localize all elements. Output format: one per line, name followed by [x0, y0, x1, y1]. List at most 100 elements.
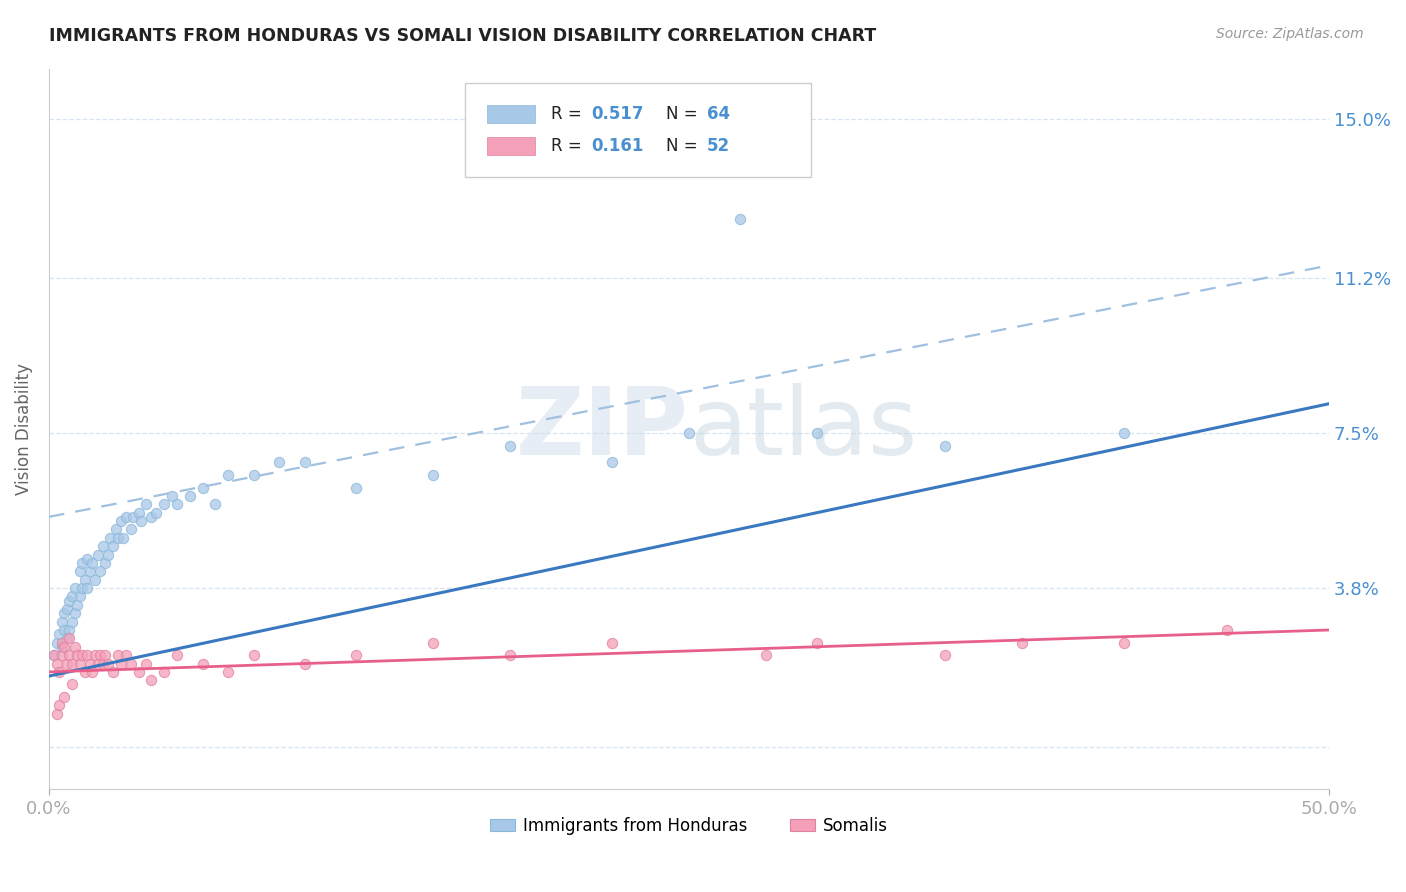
Point	[86, 657, 108, 671]
Point	[678, 425, 700, 440]
Point	[100, 531, 122, 545]
Point	[56, 602, 79, 616]
Point	[191, 481, 214, 495]
Point	[110, 514, 132, 528]
Point	[94, 556, 117, 570]
Point	[73, 573, 96, 587]
Point	[76, 648, 98, 662]
Point	[58, 632, 80, 646]
Point	[141, 673, 163, 688]
Point	[60, 657, 83, 671]
Point	[110, 657, 132, 671]
Point	[422, 635, 444, 649]
Point	[51, 640, 73, 654]
Point	[86, 548, 108, 562]
Point	[600, 455, 623, 469]
Point	[69, 590, 91, 604]
Point	[60, 590, 83, 604]
Text: R =: R =	[551, 136, 586, 154]
Text: atlas: atlas	[689, 383, 917, 475]
Point	[135, 497, 157, 511]
Point	[53, 640, 76, 654]
Point	[101, 539, 124, 553]
Point	[58, 593, 80, 607]
Point	[166, 648, 188, 662]
Point	[58, 648, 80, 662]
FancyBboxPatch shape	[486, 105, 536, 123]
Point	[499, 439, 522, 453]
Point	[94, 648, 117, 662]
Point	[53, 690, 76, 704]
Point	[89, 565, 111, 579]
Point	[42, 648, 65, 662]
FancyBboxPatch shape	[465, 83, 811, 177]
Text: N =: N =	[666, 136, 703, 154]
Point	[1011, 635, 1033, 649]
Point	[1215, 623, 1237, 637]
Point	[129, 514, 152, 528]
Point	[806, 425, 828, 440]
Point	[217, 665, 239, 679]
Point	[112, 531, 135, 545]
Point	[45, 706, 67, 721]
Point	[204, 497, 226, 511]
Point	[79, 657, 101, 671]
Point	[242, 648, 264, 662]
Point	[66, 648, 89, 662]
Point	[128, 506, 150, 520]
Point	[120, 523, 142, 537]
Point	[89, 648, 111, 662]
Point	[217, 467, 239, 482]
Point	[69, 657, 91, 671]
Point	[73, 665, 96, 679]
Point	[344, 648, 367, 662]
Point	[45, 635, 67, 649]
Point	[104, 523, 127, 537]
Text: IMMIGRANTS FROM HONDURAS VS SOMALI VISION DISABILITY CORRELATION CHART: IMMIGRANTS FROM HONDURAS VS SOMALI VISIO…	[49, 27, 876, 45]
Point	[53, 623, 76, 637]
Point	[294, 455, 316, 469]
Point	[97, 657, 120, 671]
Point	[72, 581, 94, 595]
Point	[91, 539, 114, 553]
Point	[60, 677, 83, 691]
Point	[53, 606, 76, 620]
Point	[82, 556, 104, 570]
Point	[84, 648, 107, 662]
Point	[76, 551, 98, 566]
Point	[72, 648, 94, 662]
Point	[48, 627, 70, 641]
Point	[63, 606, 86, 620]
Point	[79, 565, 101, 579]
Point	[63, 581, 86, 595]
Point	[600, 635, 623, 649]
Point	[499, 648, 522, 662]
Legend: Immigrants from Honduras, Somalis: Immigrants from Honduras, Somalis	[491, 817, 887, 835]
Point	[48, 665, 70, 679]
Point	[56, 657, 79, 671]
FancyBboxPatch shape	[486, 136, 536, 154]
Point	[51, 635, 73, 649]
Point	[66, 598, 89, 612]
Point	[84, 573, 107, 587]
Y-axis label: Vision Disability: Vision Disability	[15, 363, 32, 495]
Point	[1114, 425, 1136, 440]
Text: N =: N =	[666, 105, 703, 123]
Point	[128, 665, 150, 679]
Point	[934, 439, 956, 453]
Point	[97, 548, 120, 562]
Point	[58, 623, 80, 637]
Point	[107, 531, 129, 545]
Point	[934, 648, 956, 662]
Point	[114, 509, 136, 524]
Point	[145, 506, 167, 520]
Text: 0.517: 0.517	[592, 105, 644, 123]
Point	[1114, 635, 1136, 649]
Point	[76, 581, 98, 595]
Point	[166, 497, 188, 511]
Point	[153, 665, 176, 679]
Point	[91, 657, 114, 671]
Point	[141, 509, 163, 524]
Point	[728, 212, 751, 227]
Text: 0.161: 0.161	[592, 136, 644, 154]
